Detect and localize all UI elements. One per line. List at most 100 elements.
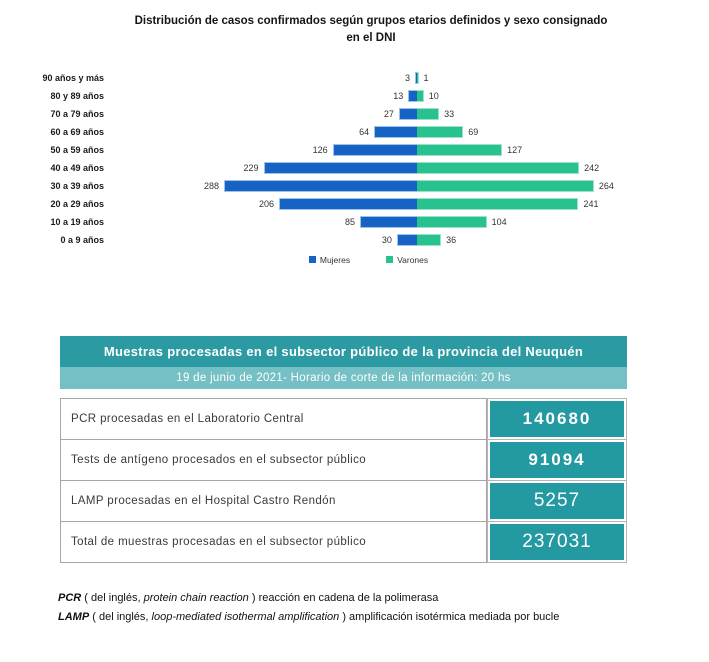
mujeres-bar [360,215,417,228]
varones-bar [417,89,424,102]
footnote-line: PCR ( del inglés, protein chain reaction… [58,589,559,608]
mujeres-bar [415,71,417,84]
chart-title: Distribución de casos confirmados según … [134,15,608,45]
varones-bar [417,161,580,174]
mujeres-bar-area: 27 [118,107,417,120]
varones-bar-area: 36 [417,233,697,246]
varones-bar-area: 33 [417,107,697,120]
varones-bar [417,71,419,84]
mujeres-bar [263,161,417,174]
chart-legend: Mujeres Varones [0,255,709,265]
footnote-term: PCR [58,592,82,604]
pyramid-row: 10 a 19 años 85 104 [0,213,709,231]
mujeres-bar-area: 85 [118,215,417,228]
varones-bar [417,179,594,192]
legend-label-varones: Varones [397,254,429,265]
legend-item-mujeres: Mujeres [308,254,351,265]
table-row: Tests de antígeno procesados en el subse… [60,439,627,481]
legend-item-varones: Varones [386,255,428,265]
footnote-prefix: ( del inglés, [92,611,152,624]
age-group-label: 60 a 69 años [50,126,104,137]
pyramid-row: 40 a 49 años 229 242 [0,159,709,177]
footnote-line: LAMP ( del inglés, loop-mediated isother… [58,608,559,627]
mujeres-value-label: 3 [404,72,410,83]
mujeres-bar [278,197,417,210]
table-row-value: 237031 [487,521,627,563]
mujeres-bar-area: 64 [118,125,417,138]
mujeres-bar [408,89,417,102]
table-row-label: Tests de antígeno procesados en el subse… [60,439,487,481]
varones-bar-area: 264 [417,179,697,192]
mujeres-bar [374,125,417,138]
mujeres-bar-area: 13 [118,89,417,102]
table-row-value: 140680 [487,398,627,440]
varones-bar [417,107,440,120]
mujeres-value-label: 30 [381,234,392,245]
mujeres-swatch-icon [308,256,316,263]
varones-value-label: 33 [444,108,455,119]
varones-value-label: 264 [598,180,614,191]
pyramid-row: 50 a 59 años 126 127 [0,141,709,159]
mujeres-bar-area: 288 [118,179,417,192]
table-title: Muestras procesadas en el subsector públ… [60,336,627,367]
varones-value-label: 69 [468,126,479,137]
mujeres-value-label: 27 [383,108,394,119]
pyramid-row: 60 a 69 años 64 69 [0,123,709,141]
mujeres-value-label: 64 [359,126,370,137]
varones-bar [417,233,442,246]
population-pyramid-chart: 90 años y más 3 1 80 y 89 años 13 10 70 a 79 a… [0,69,709,265]
age-group-label: 40 a 49 años [50,162,104,173]
varones-bar-area: 241 [417,197,697,210]
varones-bar-area: 242 [417,161,697,174]
legend-label-mujeres: Mujeres [319,254,351,265]
mujeres-bar-area: 126 [118,143,417,156]
varones-value-label: 10 [428,90,439,101]
age-group-label: 0 a 9 años [60,234,104,245]
mujeres-value-label: 206 [258,198,274,209]
mujeres-value-label: 229 [243,162,259,173]
pyramid-row: 90 años y más 3 1 [0,69,709,87]
varones-bar-area: 127 [417,143,697,156]
varones-bar [417,215,487,228]
varones-bar-area: 104 [417,215,697,228]
mujeres-bar-area: 30 [118,233,417,246]
varones-value-label: 127 [507,144,523,155]
mujeres-value-label: 126 [312,144,328,155]
footnotes: PCR ( del inglés, protein chain reaction… [58,589,559,628]
varones-swatch-icon [386,256,394,263]
footnote-suffix: ) reacción en cadena de la polimerasa [248,592,439,604]
table-row-label: Total de muestras procesadas en el subse… [60,521,487,563]
table-row-value: 91094 [487,439,627,481]
table-row: PCR procesadas en el Laboratorio Central… [60,398,627,440]
table-row: LAMP procesadas en el Hospital Castro Re… [60,480,627,522]
varones-bar-area: 69 [417,125,697,138]
table-subtitle: 19 de junio de 2021- Horario de corte de… [60,367,627,389]
varones-value-label: 241 [583,198,599,209]
footnote-prefix: ( del inglés, [84,592,144,604]
table-rows: PCR procesadas en el Laboratorio Central… [60,398,627,563]
varones-bar-area: 1 [417,71,697,84]
varones-bar [417,143,503,156]
age-group-label: 10 a 19 años [50,216,104,227]
varones-value-label: 1 [423,72,429,83]
varones-bar [417,125,464,138]
table-row-label: PCR procesadas en el Laboratorio Central [60,398,487,440]
footnote-suffix: ) amplificación isotérmica mediada por b… [339,611,560,624]
mujeres-bar [398,107,417,120]
age-group-label: 20 a 29 años [50,198,104,209]
varones-value-label: 36 [446,234,457,245]
varones-bar [417,197,579,210]
samples-table: Muestras procesadas en el subsector públ… [60,336,627,563]
age-group-label: 80 y 89 años [50,90,104,101]
table-row-label: LAMP procesadas en el Hospital Castro Re… [60,480,487,522]
varones-value-label: 242 [584,162,600,173]
mujeres-value-label: 85 [345,216,356,227]
mujeres-value-label: 288 [204,180,220,191]
footnote-english: loop-mediated isothermal amplification [151,611,340,624]
pyramid-row: 80 y 89 años 13 10 [0,87,709,105]
age-group-label: 90 años y más [42,72,104,83]
mujeres-bar-area: 206 [118,197,417,210]
mujeres-bar [396,233,417,246]
pyramid-row: 20 a 29 años 206 241 [0,195,709,213]
table-row: Total de muestras procesadas en el subse… [60,521,627,563]
